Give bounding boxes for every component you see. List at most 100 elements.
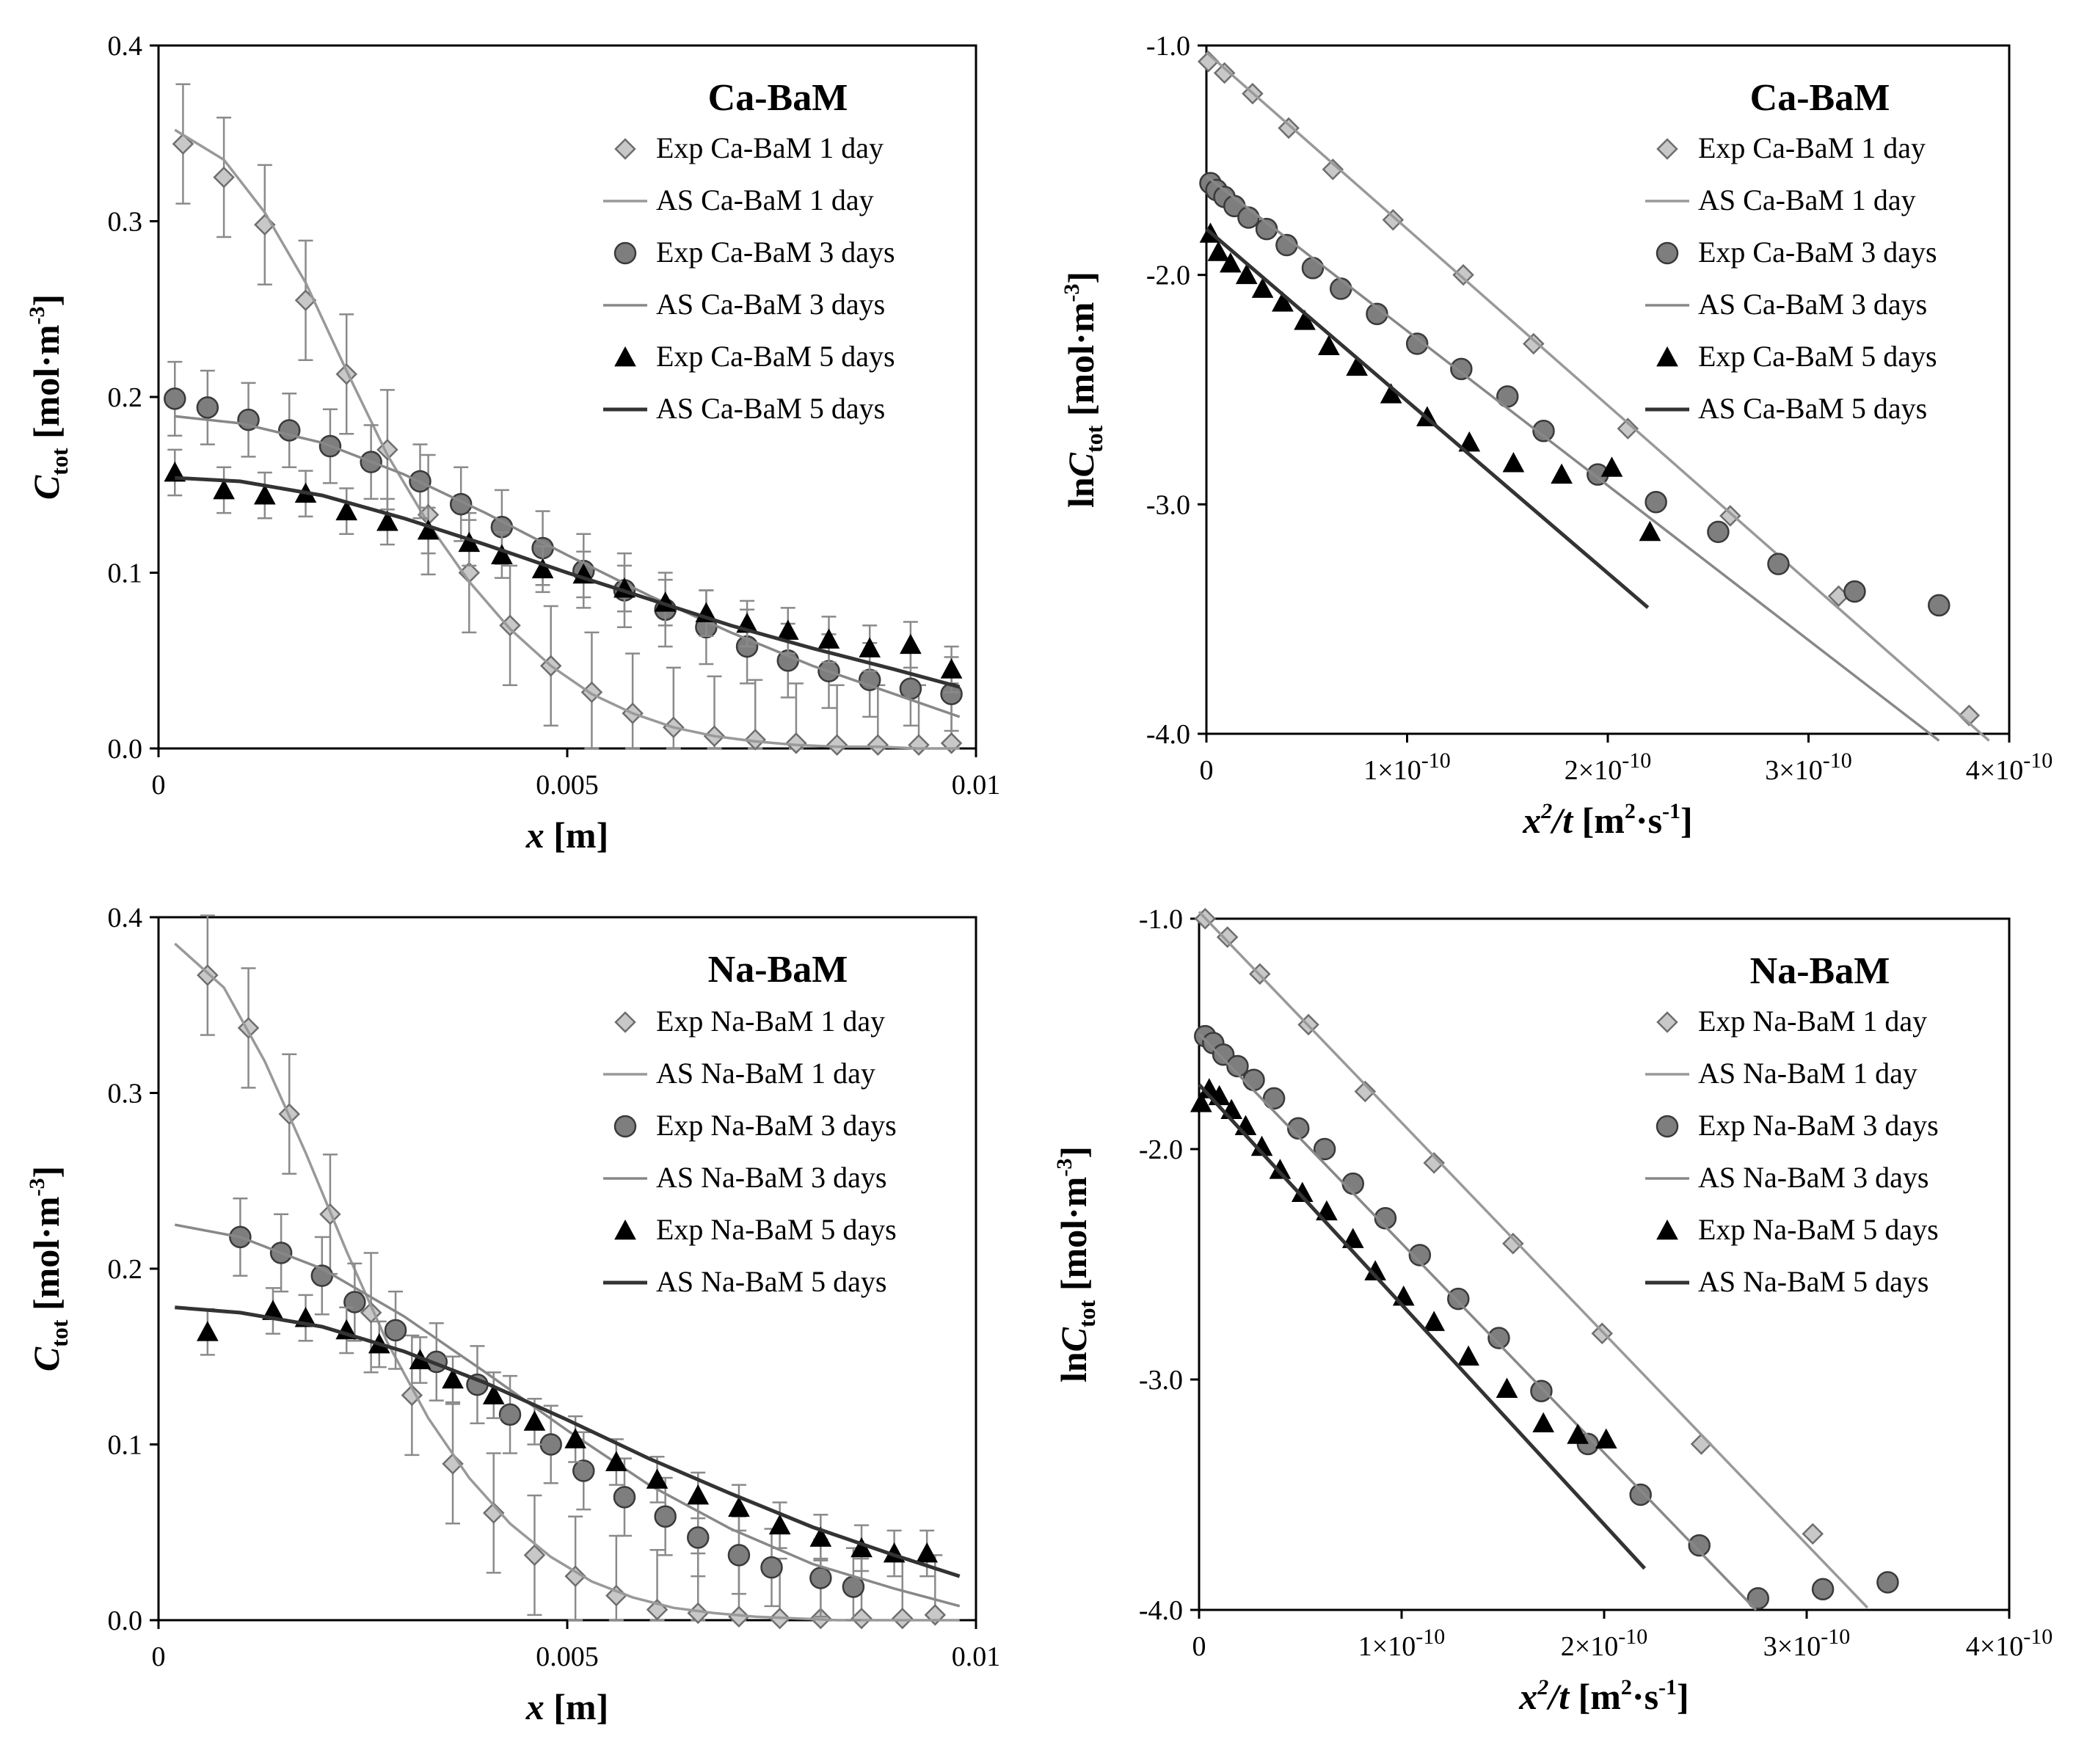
- data-point: [1767, 553, 1790, 575]
- xlabel-unit: [m]: [544, 814, 608, 856]
- xlabel-unit-s: ·s: [1636, 800, 1662, 841]
- plot-area: [1198, 917, 2011, 1611]
- data-point: [172, 133, 194, 155]
- data-point: [1405, 332, 1429, 355]
- tick-label-exponent: -10: [1618, 1625, 1647, 1649]
- data-point: [1423, 1152, 1445, 1174]
- legend-swatch: [1656, 1219, 1678, 1240]
- series-as-ca-bam-5-days: [1205, 227, 1650, 609]
- data-point: [1450, 357, 1473, 381]
- ylabel-unit: [mol·m: [1053, 1177, 1094, 1300]
- data-point: [1447, 1287, 1470, 1311]
- data-point: [1346, 355, 1368, 376]
- data-point: [776, 619, 799, 640]
- xlabel-t: /t: [1545, 1676, 1570, 1717]
- data-point: [1354, 1080, 1377, 1103]
- xlabel-t: /t: [1549, 800, 1574, 841]
- data-point: [1876, 1571, 1899, 1594]
- data-point: [809, 1526, 832, 1547]
- panel-title: Na-BaM: [708, 949, 848, 991]
- data-point: [1251, 277, 1274, 298]
- ylabel-unit: [mol·m: [1060, 302, 1101, 426]
- data-point: [539, 1433, 562, 1456]
- legend-swatch: [1656, 346, 1678, 367]
- data-point: [1811, 1578, 1835, 1600]
- data-point: [213, 166, 235, 189]
- data-point: [335, 500, 358, 521]
- data-point: [1802, 1523, 1824, 1545]
- legend-entry: Exp Ca-BaM 1 day: [656, 131, 884, 164]
- chart-panel-3: 0.0 0.1 0.2 0.3 0.4 0 0.005 0.01 x [m] Ctot [mol·…: [25, 903, 1000, 1727]
- data-point: [1532, 1412, 1555, 1433]
- data-point: [728, 1496, 750, 1517]
- x-tick-label: 0.005: [536, 1641, 599, 1672]
- data-point: [1617, 418, 1639, 440]
- fit-line: [174, 1223, 961, 1608]
- data-point: [727, 1544, 751, 1567]
- fit-line: [1198, 1032, 1758, 1611]
- data-point: [531, 558, 554, 579]
- data-point: [1928, 594, 1951, 617]
- plot-area: [1205, 44, 2011, 735]
- data-point: [417, 519, 440, 540]
- data-point: [376, 510, 398, 531]
- legend-entry: Exp Na-BaM 3 days: [656, 1109, 897, 1142]
- data-point: [1213, 62, 1236, 84]
- legend-entry: Exp Ca-BaM 3 days: [1698, 236, 1937, 269]
- legend-entry: Exp Na-BaM 5 days: [1698, 1213, 1939, 1246]
- data-point: [498, 1403, 522, 1426]
- legend-swatch: [613, 241, 637, 265]
- legend-swatch: [1656, 1115, 1679, 1138]
- data-point: [1502, 1232, 1524, 1255]
- legend-swatch: [1656, 241, 1679, 265]
- fit-line: [174, 128, 960, 750]
- series-as-ca-bam-1-day: [174, 128, 960, 750]
- x-tick-label: 2×10-10: [1565, 748, 1651, 786]
- tick-label-base: 1×10: [1363, 755, 1421, 786]
- x-tick-label: 1×10-10: [1358, 1625, 1445, 1662]
- legend-swatch: [1656, 138, 1678, 160]
- data-point: [1532, 420, 1555, 442]
- y-tick-label: 0.4: [108, 903, 143, 933]
- data-point: [826, 734, 848, 756]
- data-point: [1237, 206, 1260, 229]
- plot-area: [157, 916, 977, 1622]
- xlabel-close: ]: [1680, 800, 1693, 841]
- ylabel-c: C: [26, 475, 67, 500]
- data-point: [785, 732, 807, 754]
- fit-line: [175, 475, 961, 689]
- legend-swatch: [1656, 1011, 1678, 1033]
- legend-entry: AS Na-BaM 1 day: [656, 1057, 875, 1090]
- x-tick-label: 3×10-10: [1765, 748, 1851, 786]
- data-point: [1226, 1054, 1249, 1078]
- fit-line: [175, 1305, 961, 1578]
- legend-entry: AS Ca-BaM 1 day: [1698, 183, 1916, 216]
- legend-entry: AS Ca-BaM 1 day: [656, 183, 874, 216]
- data-point: [1639, 520, 1661, 542]
- data-point: [817, 628, 840, 649]
- tick-label-base: 4×10: [1966, 755, 2023, 786]
- legend-entry: AS Ca-BaM 3 days: [656, 288, 885, 321]
- data-point: [1458, 431, 1481, 452]
- y-tick-label: 0.1: [108, 1430, 143, 1461]
- y-axis-label: Ctot [mol·m-3]: [25, 1166, 73, 1371]
- ylabel-c: C: [1053, 1327, 1094, 1352]
- tick-label-base: 4×10: [1966, 1631, 2023, 1662]
- data-point: [744, 729, 766, 751]
- data-point: [1272, 291, 1294, 312]
- legend-entry: Exp Na-BaM 3 days: [1698, 1109, 1939, 1142]
- tick-label-base: 3×10: [1765, 755, 1822, 786]
- data-point: [196, 396, 219, 419]
- x-tick-label: 4×10-10: [1966, 1625, 2053, 1662]
- series-as-na-bam-3-days: [1198, 1032, 1758, 1611]
- data-point: [401, 1384, 423, 1407]
- data-point: [164, 387, 186, 410]
- ylabel-sup: -3: [25, 1178, 49, 1196]
- data-point: [687, 1484, 710, 1505]
- series-as-na-bam-1-day: [174, 942, 960, 1622]
- xlabel-x: x: [1522, 800, 1541, 841]
- legend: Exp Ca-BaM 1 day AS Ca-BaM 1 day Exp Ca-Ba…: [603, 131, 895, 425]
- panel-title: Na-BaM: [1750, 950, 1890, 992]
- tick-label-exponent: -10: [1421, 748, 1451, 773]
- legend-entry: AS Na-BaM 3 days: [1698, 1161, 1928, 1194]
